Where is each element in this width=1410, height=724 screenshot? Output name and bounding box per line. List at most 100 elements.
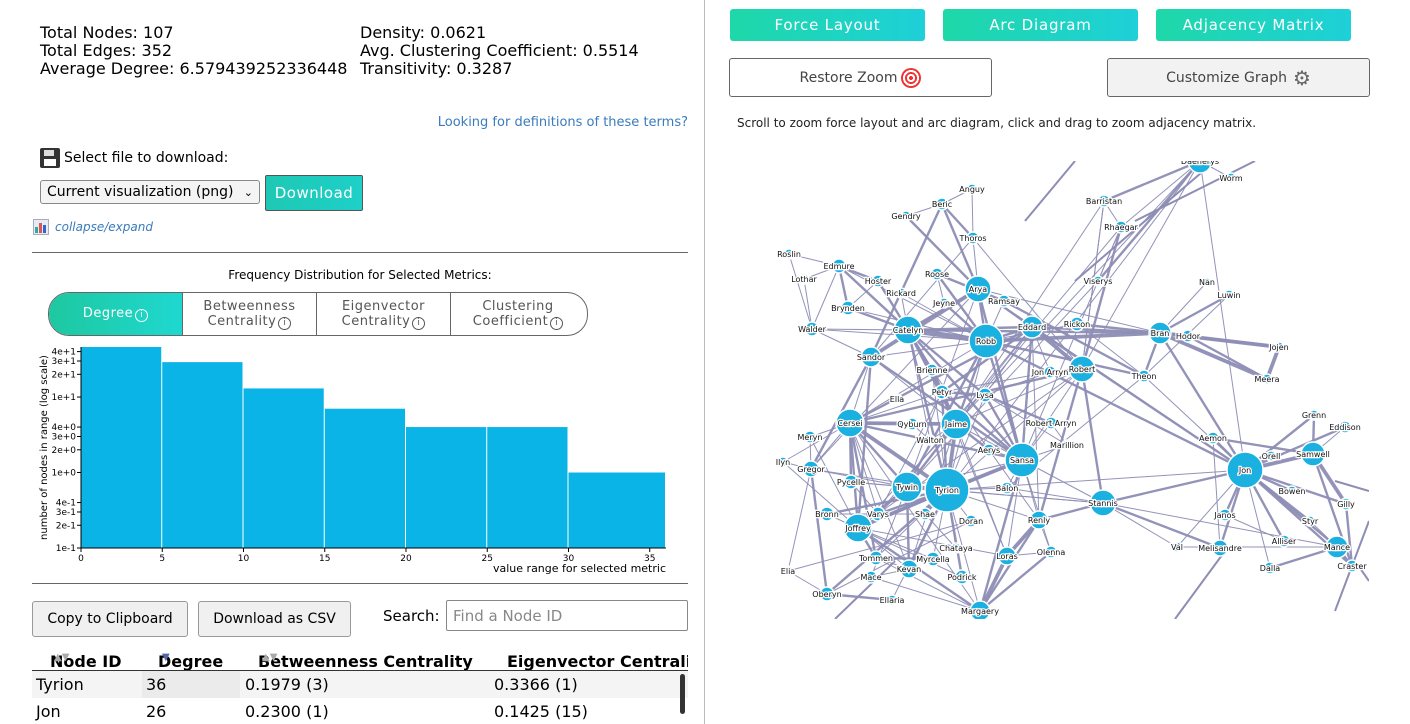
graph-node[interactable]: Jon bbox=[1226, 451, 1264, 489]
graph-node[interactable]: Roose bbox=[924, 267, 950, 281]
graph-node[interactable]: Aerys bbox=[977, 443, 1001, 457]
graph-node[interactable]: Viserys bbox=[1082, 275, 1114, 287]
graph-node-circle[interactable] bbox=[819, 586, 835, 602]
graph-node[interactable]: Melisandre bbox=[1197, 539, 1243, 557]
graph-node-circle[interactable] bbox=[1265, 450, 1277, 462]
graph-node[interactable]: Lothar bbox=[790, 273, 819, 285]
graph-node[interactable]: Jaime bbox=[940, 408, 972, 440]
graph-node-circle[interactable] bbox=[1273, 341, 1285, 353]
graph-node[interactable]: Jeyne bbox=[931, 297, 956, 309]
download-button[interactable]: Download bbox=[265, 175, 363, 211]
graph-node-circle[interactable] bbox=[783, 248, 795, 260]
graph-node-circle[interactable] bbox=[925, 363, 939, 377]
info-icon[interactable]: i bbox=[278, 316, 292, 330]
graph-node[interactable]: Val bbox=[1170, 541, 1184, 553]
graph-node[interactable]: Craster bbox=[1336, 559, 1369, 573]
download-csv-button[interactable]: Download as CSV bbox=[198, 601, 351, 637]
info-icon[interactable]: i bbox=[135, 309, 149, 322]
graph-node-circle[interactable] bbox=[835, 408, 865, 438]
graph-node-circle[interactable] bbox=[1206, 431, 1220, 445]
graph-node-circle[interactable] bbox=[1061, 439, 1073, 451]
graph-node[interactable]: Nan bbox=[1198, 277, 1216, 289]
graph-node[interactable]: Sansa bbox=[1004, 442, 1040, 478]
graph-node[interactable]: Loras bbox=[995, 546, 1019, 566]
graph-node[interactable]: Elia bbox=[780, 565, 797, 577]
graph-node-circle[interactable] bbox=[1225, 172, 1237, 184]
graph-node-circle[interactable] bbox=[982, 443, 996, 457]
graph-node[interactable]: Petyr bbox=[930, 384, 954, 400]
graph-node-circle[interactable] bbox=[966, 183, 978, 195]
graph-node[interactable]: Margaery bbox=[960, 600, 1000, 619]
graph-node-circle[interactable] bbox=[918, 507, 932, 521]
graph-node[interactable]: Hoster bbox=[864, 274, 893, 288]
graph-node-circle[interactable] bbox=[924, 434, 936, 446]
graph-node-circle[interactable] bbox=[864, 570, 878, 584]
graph-node[interactable]: Tyrion bbox=[924, 467, 970, 513]
graph-node[interactable]: Gendry bbox=[890, 210, 922, 222]
graph-node[interactable]: Mance bbox=[1323, 535, 1351, 559]
collapse-expand-toggle[interactable]: collapse/expand bbox=[33, 219, 153, 235]
graph-node-circle[interactable] bbox=[1004, 442, 1040, 478]
graph-node[interactable]: Orell bbox=[1260, 450, 1282, 462]
graph-node-circle[interactable] bbox=[1223, 289, 1235, 301]
graph-node-circle[interactable] bbox=[900, 210, 912, 222]
graph-node[interactable]: Catelyn bbox=[891, 315, 925, 345]
customize-graph-button[interactable]: Customize Graph ⚙ bbox=[1107, 58, 1370, 97]
graph-node[interactable]: Joffrey bbox=[843, 513, 873, 543]
force-layout-button[interactable]: Force Layout bbox=[730, 9, 925, 41]
file-type-select[interactable]: Current visualization (png) ⌄ bbox=[40, 180, 260, 204]
graph-node-circle[interactable] bbox=[1069, 316, 1085, 332]
graph-node[interactable]: Bran bbox=[1148, 321, 1172, 345]
graph-node-circle[interactable] bbox=[895, 287, 907, 299]
graph-node[interactable]: Ellaria bbox=[878, 594, 906, 606]
graph-node[interactable]: Tommen bbox=[857, 550, 894, 566]
graph-node-circle[interactable] bbox=[804, 321, 820, 337]
graph-node-circle[interactable] bbox=[935, 197, 949, 211]
graph-node-circle[interactable] bbox=[905, 417, 919, 431]
graph-node[interactable]: Beric bbox=[931, 197, 953, 211]
graph-node-circle[interactable] bbox=[1044, 416, 1058, 430]
graph-node[interactable]: Edmure bbox=[822, 258, 856, 274]
graph-node[interactable]: Meryn bbox=[796, 430, 824, 444]
graph-node-circle[interactable] bbox=[969, 600, 991, 619]
graph-node[interactable]: Eddard bbox=[1017, 315, 1047, 339]
graph-node[interactable]: Grenn bbox=[1301, 409, 1327, 421]
graph-node[interactable]: Alliser bbox=[1270, 534, 1298, 548]
graph-node-circle[interactable] bbox=[1187, 161, 1213, 174]
graph-node-circle[interactable] bbox=[940, 408, 972, 440]
graph-node-circle[interactable] bbox=[950, 542, 962, 554]
graph-node[interactable]: Walder bbox=[797, 321, 828, 337]
graph-node[interactable]: Roslin bbox=[776, 248, 802, 260]
graph-node[interactable]: Bowen bbox=[1277, 485, 1307, 497]
graph-node[interactable]: Olenna bbox=[1036, 545, 1067, 559]
graph-node-circle[interactable] bbox=[843, 513, 873, 543]
graph-node-circle[interactable] bbox=[934, 384, 950, 400]
graph-node[interactable]: Robert Arryn bbox=[1024, 416, 1078, 430]
graph-node[interactable]: Tywin bbox=[891, 471, 923, 503]
graph-node[interactable]: Ilyn bbox=[775, 456, 791, 468]
graph-node-circle[interactable] bbox=[925, 551, 941, 567]
table-scrollbar[interactable] bbox=[680, 674, 685, 714]
graph-node-circle[interactable] bbox=[964, 275, 992, 303]
panel-divider[interactable] bbox=[704, 0, 705, 724]
graph-node-circle[interactable] bbox=[798, 273, 810, 285]
graph-node[interactable]: Samwell bbox=[1295, 441, 1331, 467]
graph-node-circle[interactable] bbox=[1097, 194, 1111, 208]
graph-node[interactable]: Varys bbox=[866, 506, 890, 522]
graph-node[interactable]: Aemon bbox=[1198, 431, 1228, 445]
arc-diagram-button[interactable]: Arc Diagram bbox=[943, 9, 1138, 41]
tab-clustering-coefficient[interactable]: Clustering Coefficient i bbox=[451, 293, 585, 335]
table-row[interactable]: Tyrion 36 0.1979 (3) 0.3366 (1) bbox=[32, 671, 688, 698]
definitions-link[interactable]: Looking for definitions of these terms? bbox=[437, 115, 688, 130]
graph-node-circle[interactable] bbox=[891, 471, 923, 503]
graph-node[interactable]: Rhaegar bbox=[1103, 220, 1140, 234]
graph-node[interactable]: Qyburn bbox=[896, 417, 928, 431]
graph-node[interactable]: Shae bbox=[914, 507, 936, 521]
graph-node-circle[interactable] bbox=[954, 569, 970, 585]
graph-node[interactable]: Lysa bbox=[975, 387, 995, 403]
graph-node[interactable]: Theon bbox=[1129, 369, 1158, 383]
graph-node[interactable]: Chataya bbox=[938, 542, 974, 554]
graph-node-circle[interactable] bbox=[968, 323, 1004, 359]
graph-node-circle[interactable] bbox=[891, 393, 903, 405]
graph-node-circle[interactable] bbox=[819, 506, 835, 522]
